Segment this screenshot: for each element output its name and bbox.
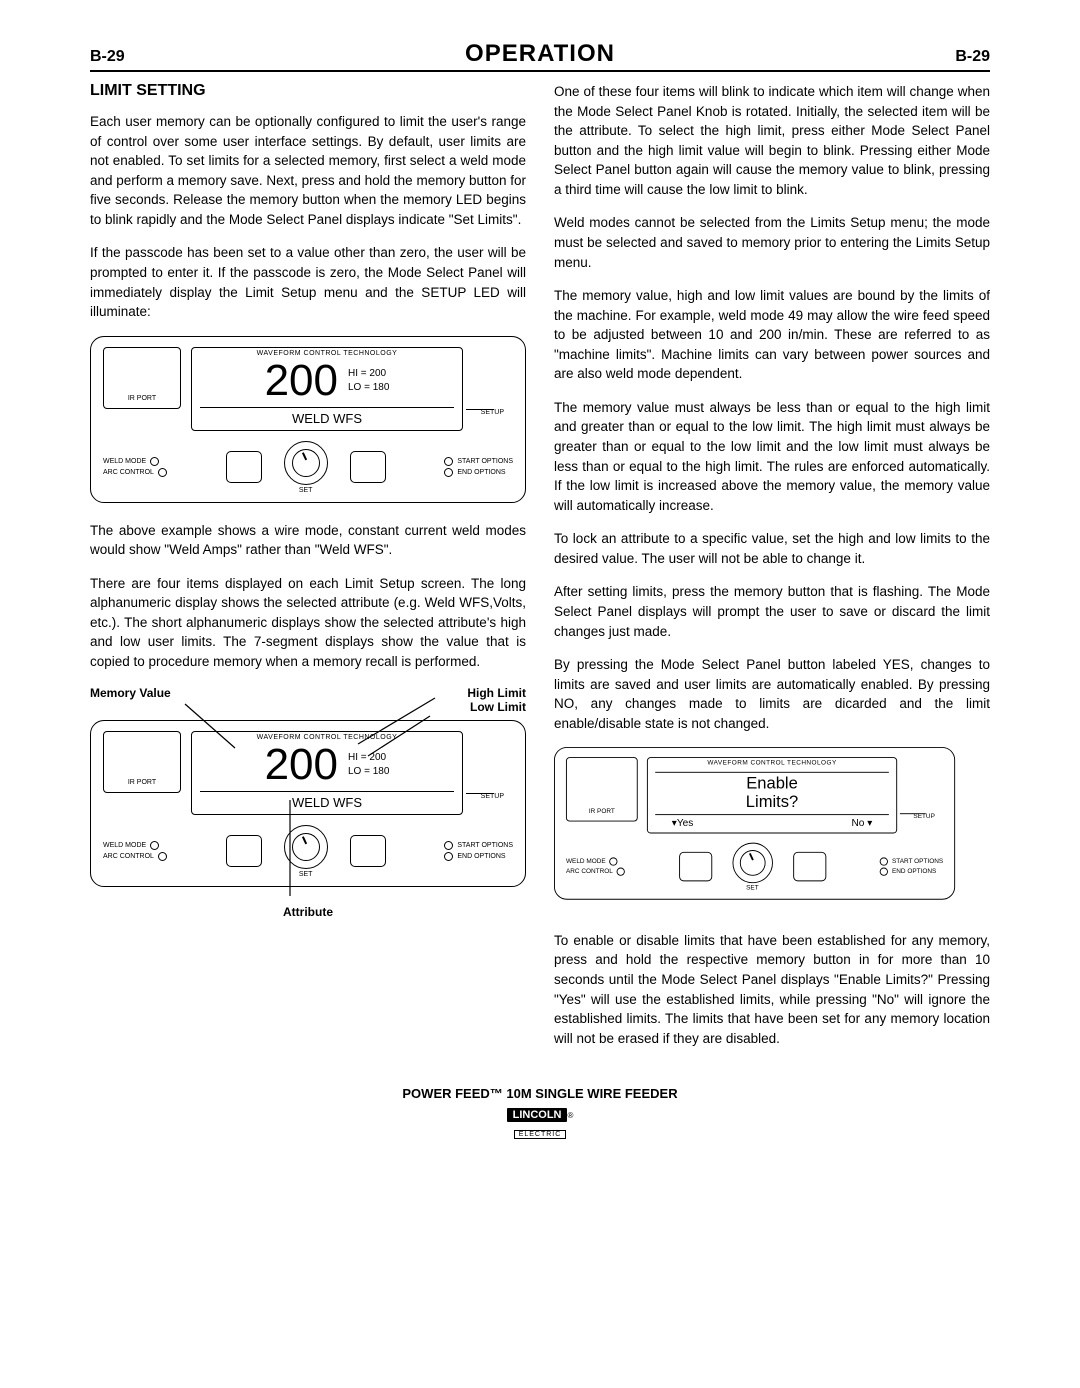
paragraph: By pressing the Mode Select Panel button… <box>554 655 990 733</box>
arc-control-label: ARC CONTROL <box>566 867 613 877</box>
paragraph: After setting limits, press the memory b… <box>554 582 990 641</box>
arc-control-label: ARC CONTROL <box>103 467 154 478</box>
set-label: SET <box>299 871 313 878</box>
start-options-label: START OPTIONS <box>892 857 943 867</box>
hi-limit-text: HI = 200 <box>348 751 389 765</box>
arc-control-label: ARC CONTROL <box>103 851 154 862</box>
display-box: WAVEFORM CONTROL TECHNOLOGY Enable Limit… <box>647 757 897 833</box>
knob-icon <box>284 825 328 869</box>
paragraph: The memory value must always be less tha… <box>554 398 990 515</box>
knob-icon <box>732 843 772 883</box>
led-icon <box>444 841 453 850</box>
ir-port-label: IR PORT <box>128 395 156 402</box>
weld-mode-label: WELD MODE <box>566 857 606 867</box>
paragraph: The above example shows a wire mode, con… <box>90 521 526 560</box>
led-icon <box>150 457 159 466</box>
two-column-layout: LIMIT SETTING Each user memory can be op… <box>90 82 990 1062</box>
paragraph: The memory value, high and low limit val… <box>554 286 990 384</box>
end-options-label: END OPTIONS <box>457 851 505 862</box>
weld-mode-label: WELD MODE <box>103 840 146 851</box>
left-column: LIMIT SETTING Each user memory can be op… <box>90 82 526 1062</box>
enable-line1: Enable <box>746 774 798 792</box>
paragraph: One of these four items will blink to in… <box>554 82 990 199</box>
page-footer: POWER FEED™ 10M SINGLE WIRE FEEDER LINCO… <box>90 1086 990 1141</box>
weld-mode-label: WELD MODE <box>103 456 146 467</box>
setup-label: SETUP <box>913 813 934 819</box>
brand-logo: LINCOLN <box>507 1108 568 1122</box>
panel-button-right <box>350 451 386 483</box>
brand-sub: ELECTRIC <box>514 1130 567 1139</box>
annotated-panel-wrap: Memory Value High Limit Low Limit IR POR… <box>90 686 526 919</box>
left-button-labels: WELD MODE ARC CONTROL <box>103 840 167 862</box>
callout-low-limit: Low Limit <box>470 700 526 714</box>
page-header: B-29 OPERATION B-29 <box>90 40 990 72</box>
end-options-label: END OPTIONS <box>457 467 505 478</box>
display-box: WAVEFORM CONTROL TECHNOLOGY 200 HI = 200… <box>191 731 463 815</box>
display-attribute: WELD WFS <box>200 407 454 426</box>
paragraph: To lock an attribute to a specific value… <box>554 529 990 568</box>
display-value: 200 <box>265 743 338 787</box>
control-panel-diagram: IR PORT WAVEFORM CONTROL TECHNOLOGY 200 … <box>90 336 526 503</box>
start-options-label: START OPTIONS <box>457 456 513 467</box>
waveform-label: WAVEFORM CONTROL TECHNOLOGY <box>655 760 889 766</box>
yes-label: Yes <box>677 818 694 829</box>
no-label: No <box>851 818 864 829</box>
callout-memory-value: Memory Value <box>90 686 171 714</box>
paragraph: To enable or disable limits that have be… <box>554 931 990 1048</box>
page-number-right: B-29 <box>955 48 990 66</box>
hi-limit-text: HI = 200 <box>348 367 389 381</box>
control-panel-enable-limits: IR PORT WAVEFORM CONTROL TECHNOLOGY Enab… <box>554 747 955 899</box>
led-icon <box>158 468 167 477</box>
paragraph: Each user memory can be optionally confi… <box>90 112 526 229</box>
ir-port-label: IR PORT <box>589 809 615 815</box>
lo-limit-text: LO = 180 <box>348 765 389 779</box>
lo-limit-text: LO = 180 <box>348 381 389 395</box>
right-button-labels: START OPTIONS END OPTIONS <box>444 456 513 478</box>
panel-button-left <box>226 451 262 483</box>
ir-port-box: IR PORT <box>103 347 181 409</box>
callout-high-limit: High Limit <box>467 686 526 700</box>
panel-button-right <box>350 835 386 867</box>
setup-label: SETUP <box>481 409 504 416</box>
control-panel-diagram-annotated: IR PORT WAVEFORM CONTROL TECHNOLOGY 200 … <box>90 720 526 887</box>
enable-line2: Limits? <box>746 792 798 810</box>
start-options-label: START OPTIONS <box>457 840 513 851</box>
led-icon <box>444 457 453 466</box>
ir-port-label: IR PORT <box>128 779 156 786</box>
panel-button-right <box>793 852 826 881</box>
led-icon <box>158 852 167 861</box>
callout-attribute: Attribute <box>90 905 526 919</box>
paragraph: Weld modes cannot be selected from the L… <box>554 213 990 272</box>
footer-product-title: POWER FEED™ 10M SINGLE WIRE FEEDER <box>90 1086 990 1101</box>
end-options-label: END OPTIONS <box>892 867 936 877</box>
section-heading: LIMIT SETTING <box>90 82 526 100</box>
ir-port-box: IR PORT <box>103 731 181 793</box>
led-icon <box>444 852 453 861</box>
left-button-labels: WELD MODE ARC CONTROL <box>566 857 625 878</box>
panel-button-left <box>679 852 712 881</box>
page-title: OPERATION <box>465 40 615 68</box>
led-icon <box>150 841 159 850</box>
led-icon <box>617 868 625 876</box>
display-box: WAVEFORM CONTROL TECHNOLOGY 200 HI = 200… <box>191 347 463 431</box>
display-attribute: WELD WFS <box>200 791 454 810</box>
set-label: SET <box>299 487 313 494</box>
setup-label: SETUP <box>481 793 504 800</box>
right-button-labels: START OPTIONS END OPTIONS <box>880 857 943 878</box>
led-icon <box>880 858 888 866</box>
paragraph: There are four items displayed on each L… <box>90 574 526 672</box>
left-button-labels: WELD MODE ARC CONTROL <box>103 456 167 478</box>
page-number-left: B-29 <box>90 48 125 66</box>
ir-port-box: IR PORT <box>566 757 638 821</box>
panel-button-left <box>226 835 262 867</box>
knob-icon <box>284 441 328 485</box>
display-value: 200 <box>265 359 338 403</box>
led-icon <box>880 868 888 876</box>
led-icon <box>444 468 453 477</box>
paragraph: If the passcode has been set to a value … <box>90 243 526 321</box>
led-icon <box>609 858 617 866</box>
set-label: SET <box>746 885 759 891</box>
right-button-labels: START OPTIONS END OPTIONS <box>444 840 513 862</box>
right-column: One of these four items will blink to in… <box>554 82 990 1062</box>
